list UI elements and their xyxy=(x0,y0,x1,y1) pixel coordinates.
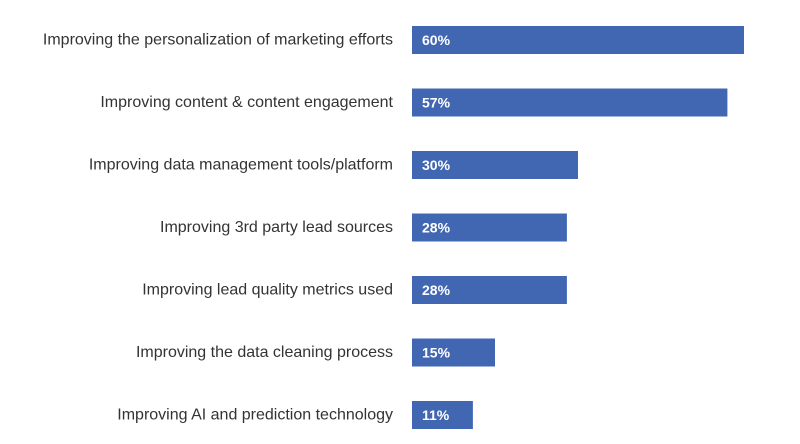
value-label-2: 30% xyxy=(422,157,451,173)
bar-1 xyxy=(412,88,728,117)
value-label-1: 57% xyxy=(422,95,451,111)
bar-4 xyxy=(412,276,567,304)
category-label-5: Improving the data cleaning process xyxy=(136,344,393,361)
category-label-0: Improving the personalization of marketi… xyxy=(43,32,393,49)
category-label-6: Improving AI and prediction technology xyxy=(117,407,393,424)
value-label-4: 28% xyxy=(422,282,451,298)
bar-0 xyxy=(412,26,744,54)
value-label-6: 11% xyxy=(422,407,450,423)
category-labels-layer: Improving the personalization of marketi… xyxy=(43,32,394,424)
category-label-3: Improving 3rd party lead sources xyxy=(160,219,393,236)
category-label-2: Improving data management tools/platform xyxy=(89,157,393,174)
value-label-0: 60% xyxy=(422,32,451,48)
value-label-5: 15% xyxy=(422,345,451,361)
bars-layer xyxy=(412,26,744,429)
value-labels-layer: 60% 57% 30% 28% 28% 15% 11% xyxy=(422,32,451,423)
bar-2 xyxy=(412,151,578,179)
bar-3 xyxy=(412,213,567,242)
category-label-4: Improving lead quality metrics used xyxy=(142,282,393,299)
category-label-1: Improving content & content engagement xyxy=(100,94,393,111)
value-label-3: 28% xyxy=(422,220,451,236)
bar-5 xyxy=(412,338,495,367)
bar-6 xyxy=(412,401,473,429)
